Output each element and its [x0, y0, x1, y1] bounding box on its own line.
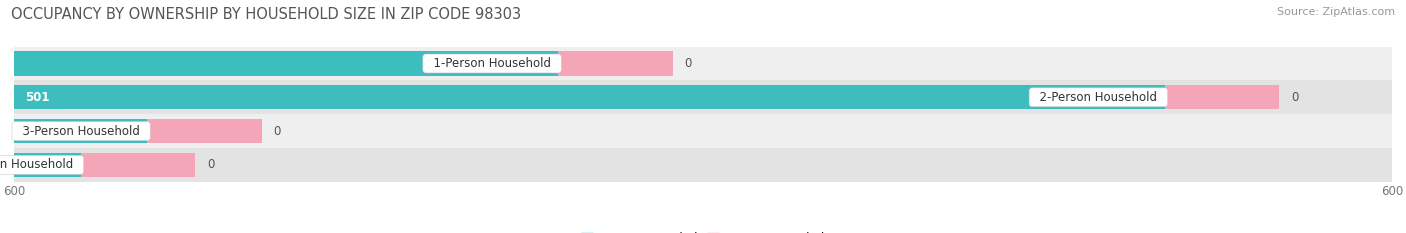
Bar [14, 80, 1392, 114]
Text: 29: 29 [48, 158, 62, 171]
Bar [14, 148, 1392, 182]
Bar [80, 153, 195, 177]
Text: Source: ZipAtlas.com: Source: ZipAtlas.com [1277, 7, 1395, 17]
Text: 0: 0 [1291, 91, 1298, 104]
Text: 501: 501 [25, 91, 51, 104]
Text: OCCUPANCY BY OWNERSHIP BY HOUSEHOLD SIZE IN ZIP CODE 98303: OCCUPANCY BY OWNERSHIP BY HOUSEHOLD SIZE… [11, 7, 522, 22]
Text: 4+ Person Household: 4+ Person Household [0, 158, 80, 171]
Text: 237: 237 [517, 57, 540, 70]
Bar [14, 153, 80, 177]
Text: 0: 0 [274, 125, 281, 137]
Text: 0: 0 [207, 158, 214, 171]
Legend: Owner-occupied, Renter-occupied: Owner-occupied, Renter-occupied [576, 228, 830, 233]
Bar [148, 119, 262, 143]
Bar [14, 47, 1392, 80]
Bar [1164, 85, 1279, 110]
Bar [14, 114, 1392, 148]
Bar [558, 51, 673, 76]
Bar [14, 51, 558, 76]
Bar [14, 119, 148, 143]
Text: 0: 0 [685, 57, 692, 70]
Bar [14, 85, 1164, 110]
Text: 1-Person Household: 1-Person Household [426, 57, 558, 70]
Text: 3-Person Household: 3-Person Household [15, 125, 148, 137]
Text: 2-Person Household: 2-Person Household [1032, 91, 1164, 104]
Text: 58: 58 [114, 125, 129, 137]
